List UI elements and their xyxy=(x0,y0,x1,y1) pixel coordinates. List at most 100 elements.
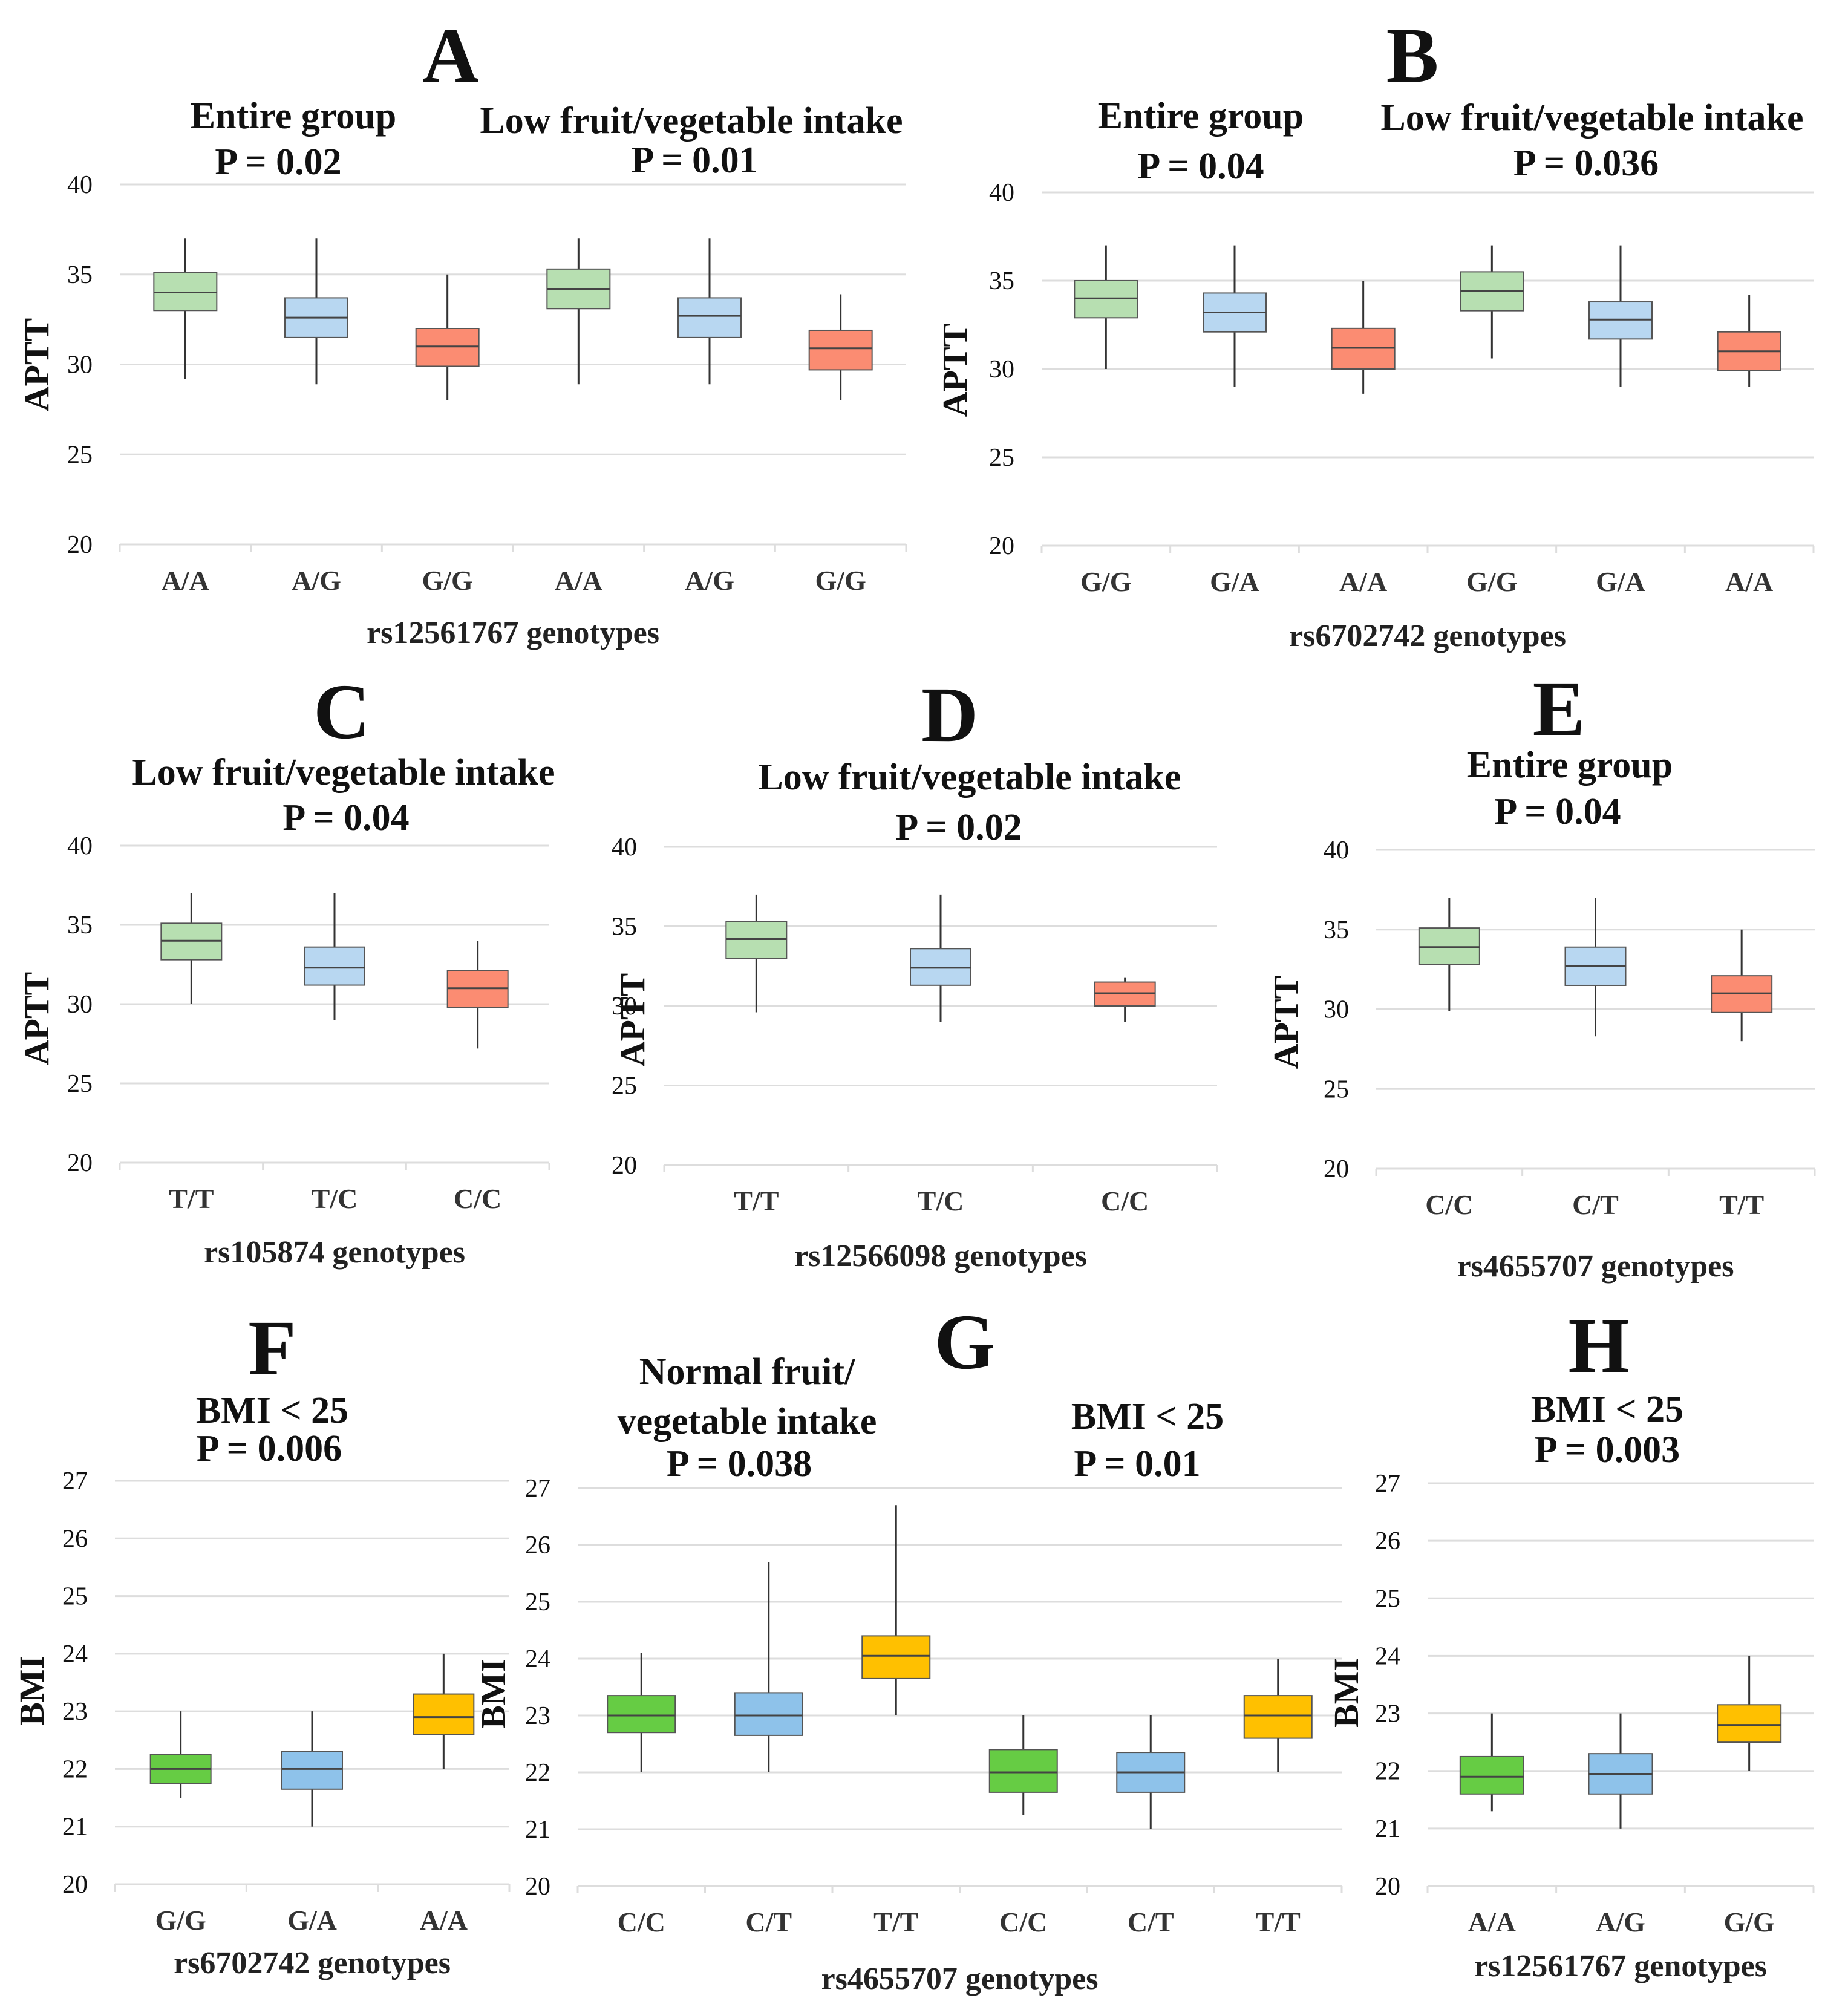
category-label: A/A xyxy=(1725,566,1773,597)
category-label: G/G xyxy=(1080,566,1131,597)
category-label: A/G xyxy=(292,565,341,596)
y-tick-label: 21 xyxy=(1375,1815,1400,1843)
y-tick-label: 35 xyxy=(67,261,93,289)
y-tick-label: 21 xyxy=(525,1816,550,1844)
y-tick-label: 22 xyxy=(62,1755,88,1783)
category-label: A/A xyxy=(420,1905,468,1936)
panel-letter: F xyxy=(248,1305,296,1392)
y-axis-label: APTT xyxy=(17,318,56,412)
y-axis-label: APTT xyxy=(613,973,652,1067)
y-tick-label: 25 xyxy=(67,441,93,469)
p-value: P = 0.01 xyxy=(631,140,757,181)
y-tick-label: 27 xyxy=(62,1467,88,1495)
y-tick-label: 20 xyxy=(67,1149,93,1177)
panel-letter: E xyxy=(1533,665,1585,752)
y-tick-label: 26 xyxy=(1375,1527,1400,1555)
y-tick-label: 40 xyxy=(1324,837,1349,864)
box-TT xyxy=(1243,1695,1313,1739)
y-tick-label: 40 xyxy=(989,179,1014,207)
p-value: P = 0.02 xyxy=(895,807,1022,848)
p-value: P = 0.038 xyxy=(667,1443,812,1484)
y-tick-label: 24 xyxy=(62,1640,88,1668)
category-label: A/A xyxy=(162,565,209,596)
category-label: T/T xyxy=(1256,1907,1301,1937)
category-label: C/C xyxy=(1425,1189,1473,1220)
y-axis-label: APTT xyxy=(17,972,56,1066)
y-tick-label: 20 xyxy=(1375,1873,1400,1901)
category-label: G/A xyxy=(1596,566,1645,597)
y-tick-label: 25 xyxy=(612,1072,637,1100)
p-value: P = 0.01 xyxy=(1074,1443,1200,1484)
y-tick-label: 22 xyxy=(1375,1758,1400,1786)
y-tick-label: 26 xyxy=(525,1532,550,1559)
panel-a: A Entire group P = 0.02 Low fruit/vegetable… xyxy=(17,12,907,650)
y-tick-label: 23 xyxy=(62,1698,88,1726)
category-label: A/A xyxy=(1339,566,1387,597)
p-value: P = 0.04 xyxy=(282,797,409,838)
y-tick-label: 40 xyxy=(612,834,637,861)
category-label: C/T xyxy=(745,1907,792,1937)
category-label: A/G xyxy=(1596,1907,1645,1937)
category-label: A/G xyxy=(685,565,734,596)
p-value: P = 0.036 xyxy=(1513,143,1659,184)
x-axis-label: rs105874 genotypes xyxy=(204,1235,465,1270)
y-tick-label: 35 xyxy=(612,913,637,941)
panel-letter: H xyxy=(1568,1302,1629,1389)
y-tick-label: 20 xyxy=(67,531,93,559)
y-tick-label: 25 xyxy=(1324,1076,1349,1103)
box-CT xyxy=(734,1692,803,1736)
p-value: P = 0.04 xyxy=(1137,146,1264,187)
y-tick-label: 30 xyxy=(989,356,1014,384)
y-tick-label: 35 xyxy=(989,267,1014,295)
y-axis-label: BMI xyxy=(474,1659,513,1729)
group-title: Entire group xyxy=(1098,96,1304,137)
panel-letter: G xyxy=(934,1299,995,1386)
category-label: T/T xyxy=(873,1907,918,1937)
category-label: G/G xyxy=(1723,1907,1774,1937)
x-axis-label: rs4655707 genotypes xyxy=(821,1962,1099,1996)
p-value: P = 0.003 xyxy=(1535,1429,1680,1471)
box-TC xyxy=(304,946,365,986)
category-label: C/C xyxy=(999,1907,1047,1937)
category-label: C/C xyxy=(1101,1186,1149,1216)
group-title: BMI < 25 xyxy=(196,1390,348,1431)
y-tick-label: 20 xyxy=(989,532,1014,560)
group-title: Low fruit/vegetable intake xyxy=(132,752,555,793)
y-tick-label: 24 xyxy=(525,1645,550,1673)
category-label: T/C xyxy=(312,1183,358,1214)
p-value: P = 0.006 xyxy=(197,1428,342,1469)
y-axis-label: APTT xyxy=(1266,976,1305,1069)
panel-letter: A xyxy=(422,12,479,99)
box-AA xyxy=(413,1693,475,1735)
x-axis-label: rs4655707 genotypes xyxy=(1457,1249,1734,1284)
x-axis-label: rs12566098 genotypes xyxy=(794,1239,1087,1273)
p-value: P = 0.04 xyxy=(1494,791,1621,832)
group-title: BMI < 25 xyxy=(1071,1396,1224,1437)
category-label: C/C xyxy=(454,1183,501,1214)
group-title: Low fruit/vegetable intake xyxy=(758,757,1181,798)
category-label: C/T xyxy=(1572,1189,1619,1220)
y-axis-label: APTT xyxy=(935,324,975,417)
group-title: Low fruit/vegetable intake xyxy=(480,100,903,142)
box-AA xyxy=(1459,1755,1524,1795)
y-tick-label: 27 xyxy=(525,1475,550,1503)
y-tick-label: 25 xyxy=(525,1588,550,1616)
category-label: G/A xyxy=(287,1905,337,1936)
panel-letter: C xyxy=(313,668,370,756)
group-title: Entire group xyxy=(191,96,397,137)
y-tick-label: 30 xyxy=(67,351,93,379)
box-CC xyxy=(607,1695,676,1734)
y-axis-label: BMI xyxy=(1327,1657,1366,1728)
y-tick-label: 40 xyxy=(67,171,93,199)
box-GG xyxy=(808,329,873,371)
y-tick-label: 25 xyxy=(1375,1585,1400,1613)
y-tick-label: 30 xyxy=(1324,996,1349,1024)
category-label: G/G xyxy=(815,565,866,596)
group-title: BMI < 25 xyxy=(1531,1389,1683,1430)
category-label: C/T xyxy=(1128,1907,1174,1937)
category-label: G/A xyxy=(1210,566,1259,597)
